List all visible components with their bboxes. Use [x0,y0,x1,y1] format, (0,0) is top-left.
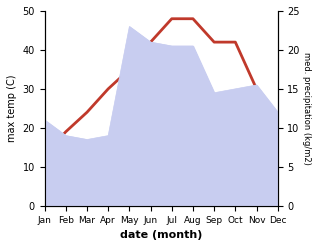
X-axis label: date (month): date (month) [120,230,202,240]
Y-axis label: max temp (C): max temp (C) [7,75,17,142]
Y-axis label: med. precipitation (kg/m2): med. precipitation (kg/m2) [302,52,311,165]
